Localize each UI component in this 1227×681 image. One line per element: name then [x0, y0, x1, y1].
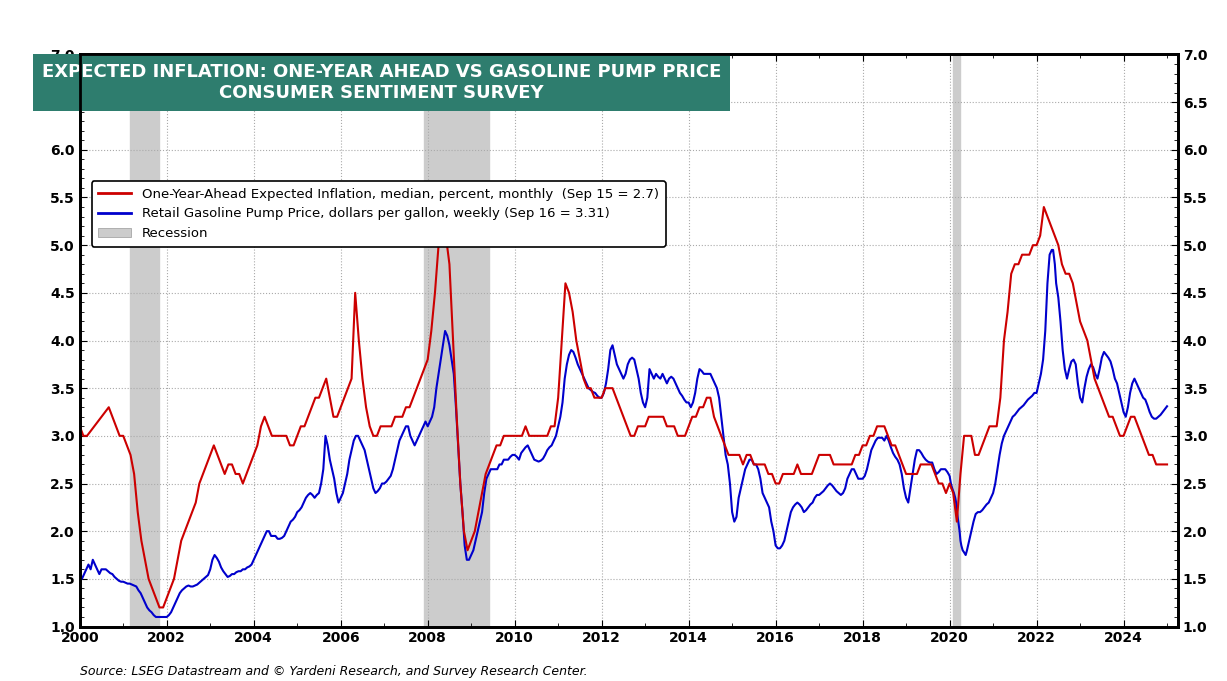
Bar	[425, 54, 490, 627]
Text: EXPECTED INFLATION: ONE-YEAR AHEAD VS GASOLINE PUMP PRICE
CONSUMER SENTIMENT SUR: EXPECTED INFLATION: ONE-YEAR AHEAD VS GA…	[42, 63, 721, 102]
Bar	[953, 54, 961, 627]
Text: Source: LSEG Datastream and © Yardeni Research, and Survey Research Center.: Source: LSEG Datastream and © Yardeni Re…	[80, 665, 588, 678]
Legend: One-Year-Ahead Expected Inflation, median, percent, monthly  (Sep 15 = 2.7), Ret: One-Year-Ahead Expected Inflation, media…	[92, 181, 665, 247]
Bar	[130, 54, 160, 627]
